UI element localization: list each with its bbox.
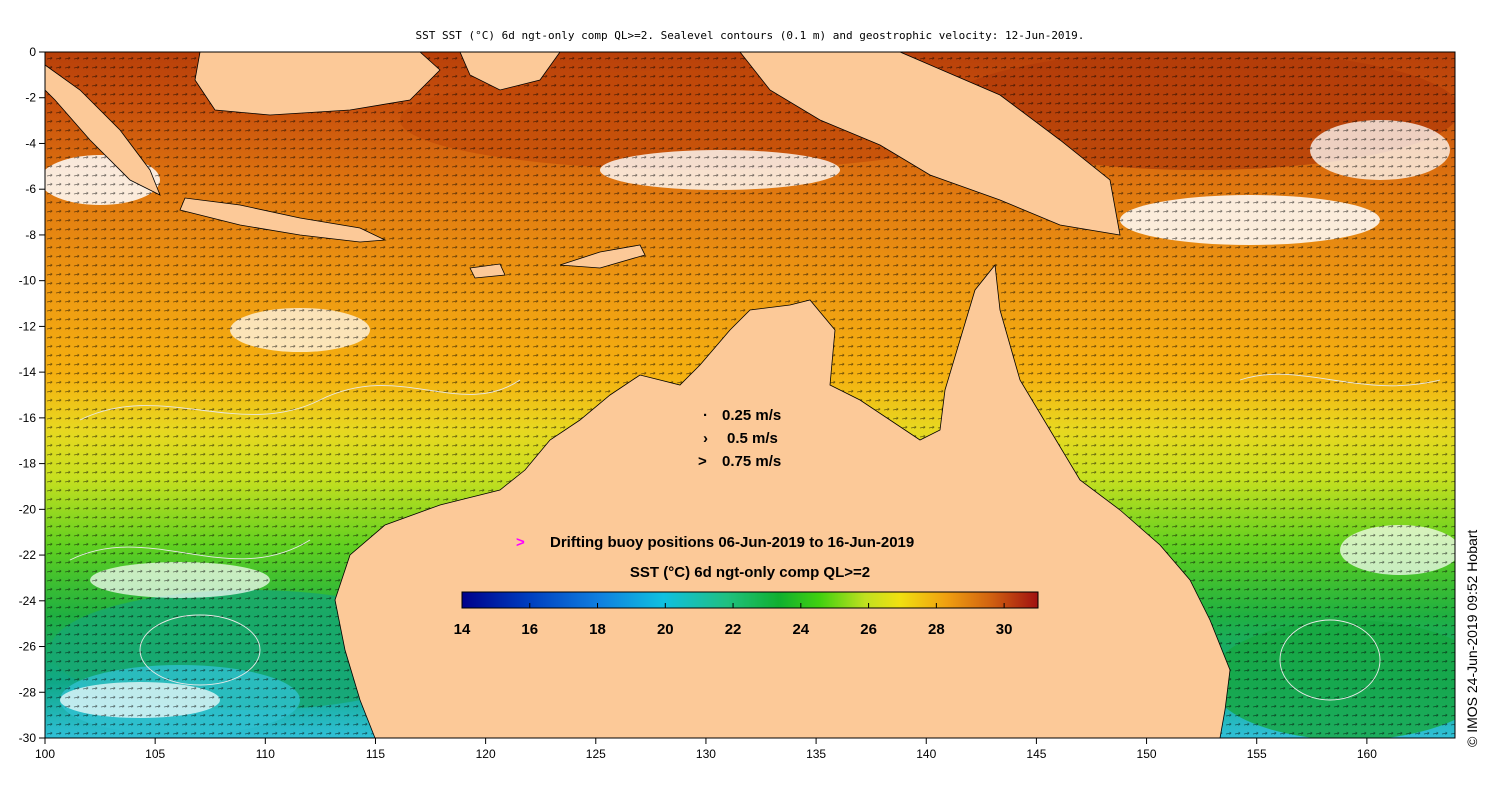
credit-label: © IMOS 24-Jun-2019 09:52 Hobart [1464,529,1480,747]
velocity-arrow-marker: · [703,407,708,424]
y-tick-label: -30 [19,731,37,745]
x-tick-label: 115 [366,747,385,761]
land-sumatra [45,64,161,196]
y-tick-label: -24 [19,594,37,608]
velocity-label-0-5: 0.5 m/s [727,430,778,447]
y-tick-label: 0 [29,45,36,59]
velocity-arrow-marker: › [703,430,708,447]
y-tick-label: -2 [25,91,36,105]
sealevel-contour [69,539,311,561]
x-tick-label: 100 [35,747,55,761]
colorbar-tick-label: 22 [725,621,742,638]
y-tick-label: -26 [19,640,37,654]
y-tick-label: -22 [19,548,37,562]
colorbar-gradient [461,591,1039,609]
sst-colorbar: SST (°C) 6d ngt-only comp QL>=2 14 16 18 20… [454,564,1039,638]
map-plot-area [45,52,1455,738]
y-tick-label: -8 [25,228,36,242]
x-tick-label: 130 [696,747,716,761]
y-tick-label: -20 [19,502,37,516]
drifting-buoy-legend: > Drifting buoy positions 06-Jun-2019 to… [516,534,914,551]
velocity-scale-legend: · 0.25 m/s › 0.5 m/s > 0.75 m/s [698,407,781,470]
x-tick-label: 150 [1137,747,1157,761]
colorbar-tick-label: 28 [928,621,945,638]
velocity-arrow-marker: > [698,453,707,470]
y-tick-label: -10 [19,274,37,288]
colorbar-tick-label: 20 [657,621,674,638]
land-australia [334,263,1231,738]
colorbar-tick-label: 14 [454,621,471,638]
sealevel-contour [139,614,261,686]
y-tick-label: -14 [19,365,37,379]
land-sumba [469,263,506,279]
velocity-label-0-25: 0.25 m/s [722,407,781,424]
longitude-axis: 100 105 110 115 120 125 130 135 140 145 150 155 160 [35,738,1377,761]
y-tick-label: -12 [19,319,37,333]
colorbar-tick-label: 24 [792,621,809,638]
colorbar-ticks: 14 16 18 20 22 24 26 28 30 [454,603,1013,638]
sealevel-contour [79,379,521,421]
land-sulawesi [459,52,561,91]
map-title: SST SST (°C) 6d ngt-only comp QL>=2. Sea… [415,29,1085,42]
y-tick-label: -4 [25,136,36,150]
buoy-marker-icon: > [516,534,525,551]
sealevel-contour [1239,373,1441,387]
sealevel-contour [1279,619,1381,701]
colorbar-tick-label: 30 [996,621,1013,638]
land-timor [559,244,646,269]
land-new-guinea [739,52,1121,236]
x-tick-label: 125 [586,747,606,761]
y-tick-label: -18 [19,457,37,471]
colorbar-tick-label: 26 [860,621,877,638]
colorbar-title: SST (°C) 6d ngt-only comp QL>=2 [630,564,870,581]
colorbar-tick-label: 16 [521,621,538,638]
x-tick-label: 155 [1247,747,1267,761]
plot-frame [44,51,1456,739]
sealevel-contours [69,373,1441,701]
x-tick-label: 120 [476,747,496,761]
y-tick-label: -28 [19,685,37,699]
y-tick-label: -16 [19,411,37,425]
velocity-label-0-75: 0.75 m/s [722,453,781,470]
x-tick-label: 160 [1357,747,1377,761]
land-java [179,197,387,243]
land-borneo [194,52,441,116]
buoy-legend-label: Drifting buoy positions 06-Jun-2019 to 1… [550,534,914,551]
x-tick-label: 110 [256,747,275,761]
latitude-axis: 0 -2 -4 -6 -8 -10 -12 -14 -16 -18 -20 -22 -24 -26 -28 -… [19,45,45,745]
x-tick-label: 105 [145,747,165,761]
colorbar-tick-label: 18 [589,621,606,638]
land-masses [45,52,1231,738]
y-tick-label: -6 [25,182,36,196]
x-tick-label: 135 [806,747,826,761]
x-tick-label: 145 [1026,747,1046,761]
x-tick-label: 140 [916,747,936,761]
